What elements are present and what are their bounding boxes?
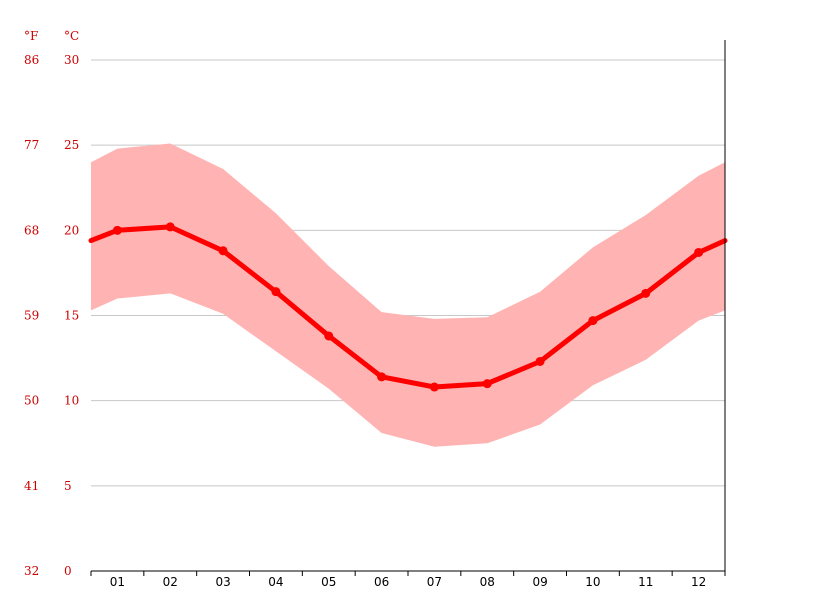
data-point [165,222,175,232]
band-layer [91,143,725,447]
x-tick-label: 09 [532,575,547,589]
x-tick-label: 03 [215,575,230,589]
y-tick-label-f: 77 [24,138,39,152]
data-point [535,356,545,366]
data-point [694,247,704,257]
y-tick-label-c: 0 [64,564,72,578]
y-tick-label-c: 25 [64,138,79,152]
x-tick-label: 02 [163,575,178,589]
x-tick-label: 04 [268,575,283,589]
y-tick-label-c: 30 [64,53,79,67]
x-tick-label: 05 [321,575,336,589]
data-point [218,246,228,256]
y-tick-label-c: 10 [64,394,79,408]
data-point [482,379,492,389]
y-tick-label-f: 68 [24,223,39,237]
data-point [271,287,281,297]
x-tick-label: 07 [427,575,442,589]
average-temperature-line [88,224,728,390]
x-tick-label: 11 [638,575,653,589]
temperature-range-band [91,143,725,447]
data-point [377,372,387,382]
data-point [112,225,122,235]
data-point [324,331,334,341]
y-tick-label-f: 86 [24,53,39,67]
line-layer [88,222,728,392]
y-tick-label-c: 5 [64,479,72,493]
unit-label-f: °F [24,29,38,43]
x-tick-label: 06 [374,575,389,589]
y-tick-label-f: 32 [24,564,39,578]
x-tick-label: 10 [585,575,600,589]
y-tick-label-f: 41 [24,479,39,493]
x-tick-label: 12 [691,575,706,589]
unit-label-c: °C [64,29,79,43]
y-tick-label-f: 50 [24,394,39,408]
y-tick-label-c: 15 [64,309,79,323]
data-point [429,382,439,392]
data-point [641,288,651,298]
x-tick-label: 08 [480,575,495,589]
y-tick-label-c: 20 [64,223,79,237]
axis-layer: °F °C 0 32 5 41 10 50 15 59 20 68 25 77 30 86 01 02 03 04… [24,29,726,589]
x-tick-label: 01 [110,575,125,589]
data-point [588,316,598,326]
y-tick-label-f: 59 [24,309,39,323]
